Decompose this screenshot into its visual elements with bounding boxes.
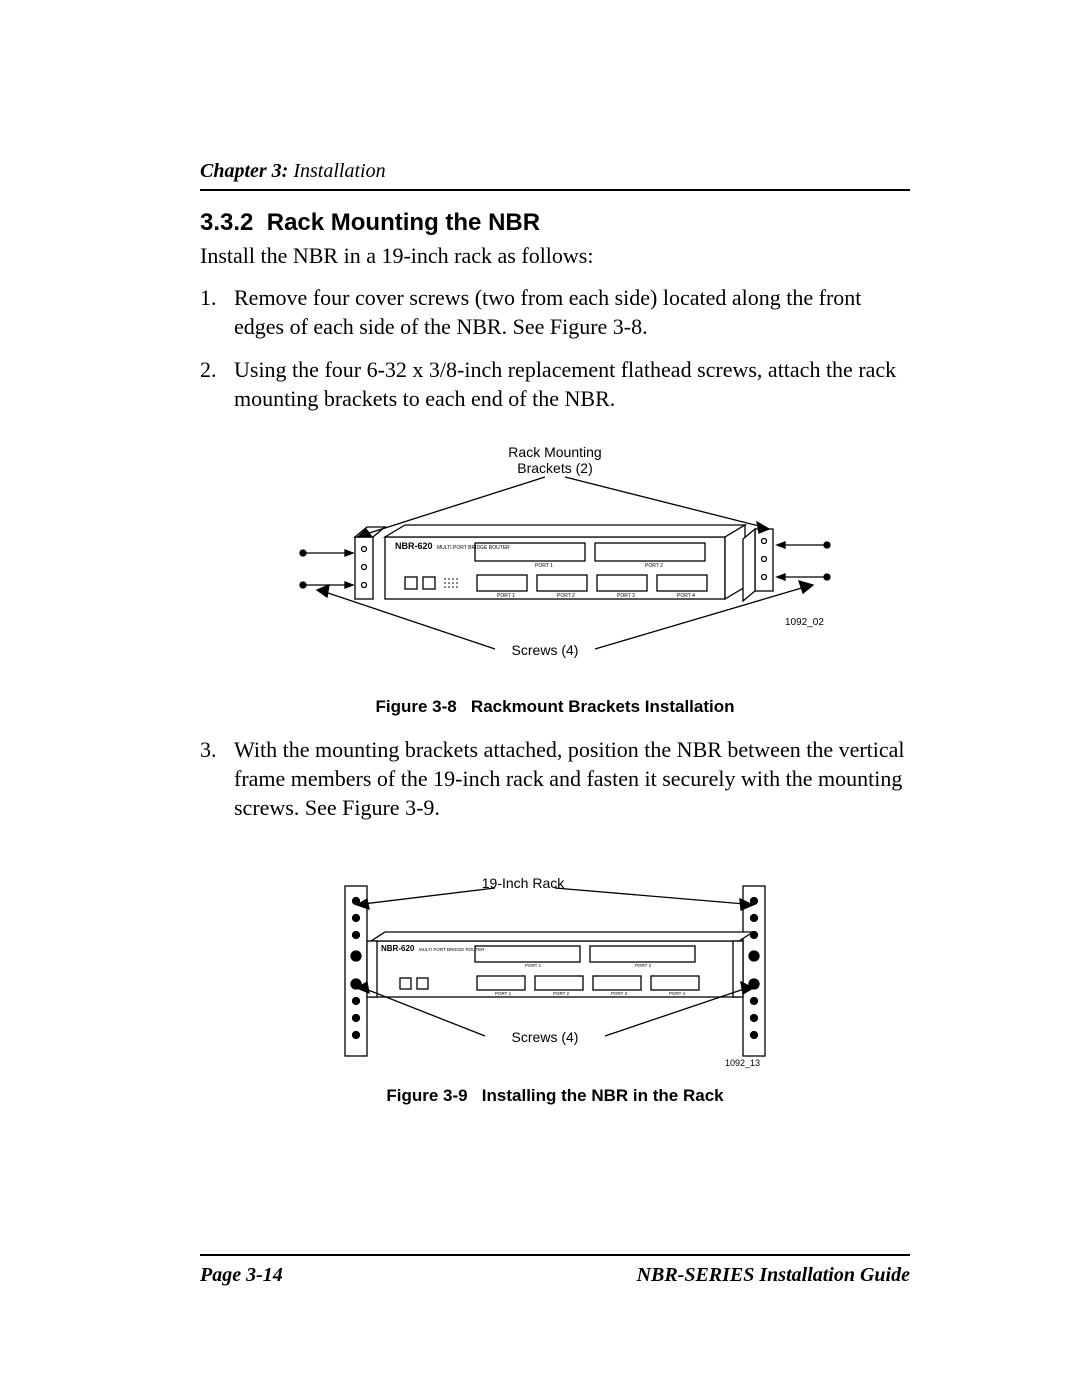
section-number: 3.3.2 <box>200 209 253 236</box>
running-header: Chapter 3: Installation <box>200 160 910 191</box>
figure-3-8: Rack Mounting Brackets (2) Screws (4) NB… <box>200 437 910 717</box>
figure-caption: Figure 3-9 Installing the NBR in the Rac… <box>200 1086 910 1106</box>
bracket-label-2: Brackets (2) <box>517 460 592 476</box>
page: Chapter 3: Installation 3.3.2 Rack Mount… <box>0 0 1080 1397</box>
figure-caption-text: Rackmount Brackets Installation <box>471 697 735 716</box>
port-label: PORT 1 <box>495 991 512 996</box>
chapter-label: Chapter 3: <box>200 160 288 182</box>
step-text: Using the four 6-32 x 3/8-inch replaceme… <box>234 355 910 413</box>
port-label: PORT 1 <box>525 963 542 968</box>
port-label: PORT 2 <box>553 991 570 996</box>
step-number: 1. <box>200 283 234 341</box>
guide-title: NBR-SERIES Installation Guide <box>637 1264 910 1287</box>
port-label: PORT 1 <box>535 563 553 569</box>
section-title: Rack Mounting the NBR <box>267 209 540 236</box>
step-item: 2. Using the four 6-32 x 3/8-inch replac… <box>200 355 910 413</box>
device-label: NBR-620 <box>395 541 433 551</box>
step-text: With the mounting brackets attached, pos… <box>234 735 910 822</box>
figure-caption-text: Installing the NBR in the Rack <box>482 1086 724 1105</box>
screws-label: Screws (4) <box>512 642 579 658</box>
port-label: PORT 2 <box>645 563 663 569</box>
bracket-label-1: Rack Mounting <box>508 444 601 460</box>
rack-install-diagram-icon: 19-Inch Rack Screws (4) NBR-620 MULTI PO… <box>285 846 825 1076</box>
step-number: 2. <box>200 355 234 413</box>
device-sub-label: MULTI PORT BRIDGE ROUTER <box>419 947 485 952</box>
step-item: 3. With the mounting brackets attached, … <box>200 735 910 822</box>
step-list-1: 1. Remove four cover screws (two from ea… <box>200 283 910 413</box>
step-text: Remove four cover screws (two from each … <box>234 283 910 341</box>
port-label: PORT 2 <box>557 593 575 599</box>
figure-3-9: 19-Inch Rack Screws (4) NBR-620 MULTI PO… <box>200 846 910 1106</box>
port-label: PORT 1 <box>497 593 515 599</box>
port-label: PORT 3 <box>617 593 635 599</box>
port-label: PORT 4 <box>677 593 695 599</box>
figure-id: 1092_02 <box>785 617 824 628</box>
chapter-title: Installation <box>293 160 385 182</box>
figure-caption: Figure 3-8 Rackmount Brackets Installati… <box>200 697 910 717</box>
port-label: PORT 3 <box>611 991 628 996</box>
figure-id: 1092_13 <box>725 1058 760 1068</box>
port-label: PORT 2 <box>635 963 652 968</box>
step-number: 3. <box>200 735 234 822</box>
port-label: PORT 4 <box>669 991 686 996</box>
figure-number: Figure 3-9 <box>386 1086 467 1105</box>
device-label: NBR-620 <box>381 944 415 953</box>
device-sub-label: MULTI PORT BRIDGE ROUTER <box>437 545 510 551</box>
section-heading: 3.3.2 Rack Mounting the NBR <box>200 209 910 237</box>
page-number: Page 3-14 <box>200 1264 283 1287</box>
figure-number: Figure 3-8 <box>376 697 457 716</box>
page-footer: Page 3-14 NBR-SERIES Installation Guide <box>200 1254 910 1287</box>
rack-label: 19-Inch Rack <box>482 875 565 891</box>
screws-label: Screws (4) <box>512 1029 579 1045</box>
section-intro: Install the NBR in a 19-inch rack as fol… <box>200 243 910 269</box>
step-list-2: 3. With the mounting brackets attached, … <box>200 735 910 822</box>
step-item: 1. Remove four cover screws (two from ea… <box>200 283 910 341</box>
rackmount-diagram-icon: Rack Mounting Brackets (2) Screws (4) NB… <box>245 437 865 687</box>
